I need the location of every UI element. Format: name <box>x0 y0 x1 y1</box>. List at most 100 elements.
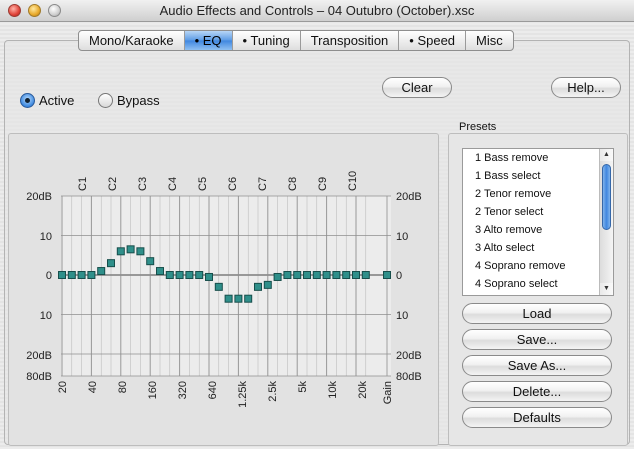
frequency-label: 640 <box>207 381 219 399</box>
preset-item[interactable]: 4 Soprano select <box>475 278 558 290</box>
eq-band-handle[interactable] <box>136 247 145 256</box>
tab-misc[interactable]: Misc <box>476 33 503 48</box>
tab-tuning[interactable]: • Tuning <box>233 31 301 50</box>
eq-band-handle[interactable] <box>126 245 135 254</box>
save-as-button[interactable]: Save As... <box>462 355 612 376</box>
eq-band-handle[interactable] <box>254 282 262 291</box>
preset-list-scrollbar[interactable]: ▲ ▼ <box>599 149 613 295</box>
tab-mono-karaoke[interactable]: Mono/Karaoke <box>79 31 185 50</box>
close-button[interactable] <box>8 4 21 17</box>
master-gain-handle[interactable] <box>383 271 391 279</box>
help-button[interactable]: Help... <box>551 77 621 98</box>
eq-band-handle[interactable] <box>234 294 243 303</box>
eq-band-handle[interactable] <box>244 294 253 303</box>
octave-label: C2 <box>107 177 119 191</box>
eq-band-handle[interactable] <box>224 294 233 303</box>
preset-item[interactable]: 3 Alto select <box>475 242 535 254</box>
db-label-left: 80dB <box>26 371 52 383</box>
save-button[interactable]: Save... <box>462 329 612 350</box>
eq-band-handle[interactable] <box>352 271 360 279</box>
octave-label: C3 <box>137 177 149 191</box>
eq-band-handle[interactable] <box>214 282 223 291</box>
eq-band-handle[interactable] <box>116 247 125 256</box>
frequency-label: 1.25k <box>237 381 249 408</box>
preset-item[interactable]: 2 Tenor select <box>475 206 544 218</box>
eq-band-handle[interactable] <box>156 267 164 276</box>
eq-band-handle[interactable] <box>58 271 66 279</box>
octave-label: C6 <box>227 177 239 191</box>
db-label-left: 20dB <box>26 191 52 203</box>
preset-item[interactable]: 2 Tenor remove <box>475 188 552 200</box>
eq-band-handle[interactable] <box>293 271 302 279</box>
octave-label: C7 <box>257 177 269 191</box>
bypass-radio-option[interactable]: Bypass <box>98 93 160 108</box>
db-label-left: 0 <box>46 270 52 282</box>
db-label-right: 20dB <box>396 191 422 203</box>
frequency-label: 160 <box>147 381 159 399</box>
octave-label: C10 <box>347 171 359 191</box>
eq-band-handle[interactable] <box>332 271 341 279</box>
active-radio-option[interactable]: Active <box>20 93 74 108</box>
load-button[interactable]: Load <box>462 303 612 324</box>
eq-band-handle[interactable] <box>77 271 86 279</box>
preset-item[interactable]: 4 Soprano remove <box>475 260 566 272</box>
eq-band-handle[interactable] <box>273 272 282 281</box>
scroll-up-arrow-icon[interactable]: ▲ <box>600 149 613 161</box>
window-title: Audio Effects and Controls – 04 Outubro … <box>159 3 475 18</box>
delete-button[interactable]: Delete... <box>462 381 612 402</box>
graph-area <box>61 196 391 376</box>
tab-eq[interactable]: • EQ <box>184 31 233 50</box>
eq-band-handle[interactable] <box>87 271 96 279</box>
db-label-right: 10 <box>396 310 408 322</box>
eq-band-handle[interactable] <box>322 271 331 279</box>
eq-band-handle[interactable] <box>67 271 76 279</box>
octave-label: C4 <box>167 177 179 191</box>
minimize-button[interactable] <box>28 4 41 17</box>
tab-bar: Mono/Karaoke • EQ • Tuning Transposition… <box>78 30 514 51</box>
preset-item[interactable]: 1 Bass select <box>475 170 541 182</box>
db-label-left: 10 <box>40 310 52 322</box>
eq-band-handle[interactable] <box>97 267 106 276</box>
active-radio-label: Active <box>39 93 75 108</box>
clear-button[interactable]: Clear <box>382 77 452 98</box>
octave-label: C9 <box>317 177 329 191</box>
defaults-button[interactable]: Defaults <box>462 407 612 428</box>
eq-band-handle[interactable] <box>283 271 292 279</box>
active-radio[interactable] <box>20 93 35 108</box>
equalizer-graph[interactable]: 20dB 10 0 10 20dB 80dB 20dB 10 0 10 20dB 80dB C1 C2 C3… <box>9 134 440 447</box>
scroll-thumb[interactable] <box>602 164 611 230</box>
eq-band-handle[interactable] <box>175 271 184 279</box>
preset-list[interactable]: 1 Bass remove 1 Bass select 2 Tenor remo… <box>462 148 614 296</box>
octave-label: C5 <box>197 177 209 191</box>
eq-band-handle[interactable] <box>195 271 204 279</box>
eq-band-handle[interactable] <box>303 271 311 279</box>
frequency-label: 20k <box>357 381 369 399</box>
db-label-right: 80dB <box>396 371 422 383</box>
eq-band-handle[interactable] <box>165 271 174 279</box>
preset-item[interactable]: 3 Alto remove <box>475 224 543 236</box>
eq-band-handle[interactable] <box>263 280 272 289</box>
scroll-down-arrow-icon[interactable]: ▼ <box>600 283 613 295</box>
zoom-button[interactable] <box>48 4 61 17</box>
eq-band-handle[interactable] <box>205 272 213 281</box>
octave-label: C1 <box>77 177 89 191</box>
frequency-label: 320 <box>177 381 189 399</box>
tab-transposition[interactable]: Transposition <box>301 31 400 50</box>
eq-band-handle[interactable] <box>361 271 370 279</box>
gain-label: Gain <box>382 381 394 404</box>
eq-band-handle[interactable] <box>185 271 194 279</box>
frequency-label: 5k <box>297 381 309 393</box>
preset-item[interactable]: 1 Bass remove <box>475 152 549 164</box>
tab-speed[interactable]: • Speed <box>399 31 467 50</box>
bypass-radio[interactable] <box>98 93 113 108</box>
db-label-left: 20dB <box>26 350 52 362</box>
frequency-label: 80 <box>117 381 129 393</box>
frequency-label: 2.5k <box>267 381 279 402</box>
bypass-radio-label: Bypass <box>117 93 160 108</box>
eq-band-handle[interactable] <box>312 271 321 279</box>
eq-band-handle[interactable] <box>146 257 155 266</box>
eq-band-handle[interactable] <box>107 259 115 268</box>
db-label-right: 0 <box>396 270 402 282</box>
presets-label: Presets <box>459 121 497 133</box>
eq-band-handle[interactable] <box>342 271 351 279</box>
